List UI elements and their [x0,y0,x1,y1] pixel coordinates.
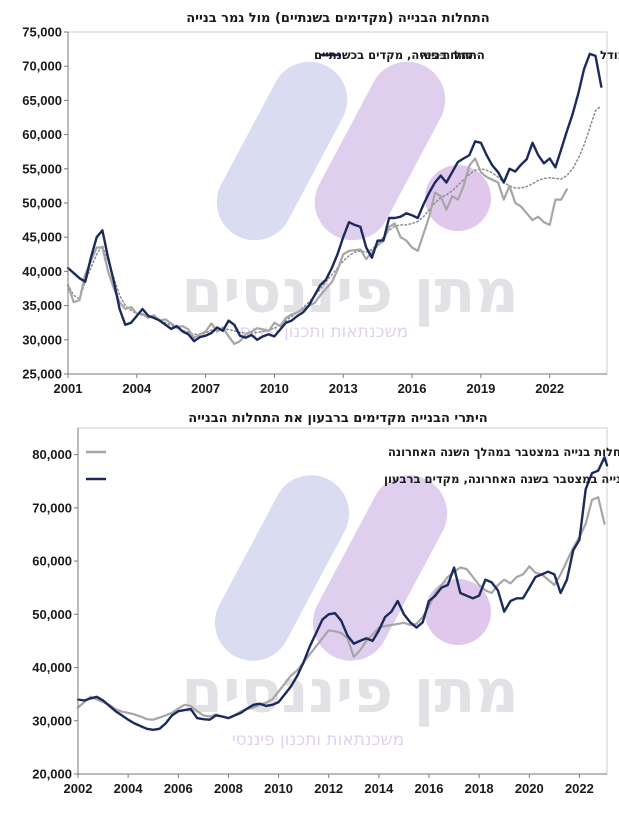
series-line-2 [76,456,609,731]
y-tick-label: 50,000 [22,196,62,211]
chart-1-series [66,52,603,345]
y-tick-label: 40,000 [22,264,62,279]
x-tick-label: 2006 [164,781,193,796]
watermark-tagline-bottom: משכנתאות ותכנון פיננסי [232,730,404,750]
watermark-bottom: מתן פיננסים משכנתאות ותכנון פיננסי [181,475,519,750]
x-tick-label: 2022 [565,781,594,796]
y-tick-label: 40,000 [32,660,72,675]
y-tick-label: 65,000 [22,93,62,108]
x-tick-label: 2016 [398,381,427,396]
watermark-stripe-blue [214,475,350,661]
x-tick-label: 2010 [260,381,289,396]
legend-label-model: גמר בנייה, מודל [600,48,619,62]
x-tick-label: 2016 [415,781,444,796]
y-tick-label: 60,000 [32,554,72,569]
x-tick-label: 2020 [515,781,544,796]
watermark-brand-top: מתן פיננסים [181,257,519,327]
x-tick-label: 2014 [364,781,394,796]
x-tick-label: 2013 [329,381,358,396]
chart-1-axes: 25,000 30,000 35,000 40,000 45,000 50,000 55,0… [22,25,607,396]
legend-label-permits: היתרי בנייה במצטבר בשנה האחרונה, מקדים ב… [384,472,619,486]
x-tick-label: 2004 [114,781,144,796]
watermark-circle [425,579,491,645]
chart-1-legend: התחלות בנייה, מקדים בכשנתיים גמר בנייה ג… [314,48,619,62]
watermark-stripe-purple [314,61,446,241]
x-tick-label: 2001 [54,381,83,396]
x-tick-label: 2019 [466,381,495,396]
chart-2-legend: התחלות בנייה במצטבר במהלך השנה האחרונה ה… [86,445,619,486]
y-tick-label: 35,000 [22,298,62,313]
x-tick-label: 2008 [214,781,243,796]
y-tick-label: 20,000 [32,767,72,782]
legend-label-starts-cumulative: התחלות בנייה במצטבר במהלך השנה האחרונה [388,445,619,459]
y-tick-label: 75,000 [22,25,62,40]
chart-2-title: היתרי הבנייה מקדימים ברבעון את התחלות הב… [188,411,487,426]
x-tick-label: 2010 [264,781,293,796]
y-tick-label: 30,000 [32,713,72,728]
x-tick-label: 2012 [314,781,343,796]
watermark-stripe-blue [216,61,348,241]
y-tick-label: 30,000 [22,332,62,347]
x-tick-label: 2004 [122,381,152,396]
y-tick-label: 55,000 [22,161,62,176]
y-tick-label: 70,000 [32,500,72,515]
watermark-top: מתן פיננסים משכנתאות ותכנון פיננסי [181,61,519,342]
legend-label-starts: התחלות בנייה, מקדים בכשנתיים [314,48,485,62]
y-tick-label: 45,000 [22,230,62,245]
y-tick-label: 50,000 [32,607,72,622]
series-line-1 [76,496,606,721]
y-tick-label: 70,000 [22,59,62,74]
chart-1: התחלות הבנייה (מקדימים בשנתיים) מול גמר … [22,11,619,396]
x-tick-label: 2018 [465,781,494,796]
y-tick-label: 60,000 [22,127,62,142]
x-tick-label: 2007 [191,381,220,396]
x-tick-label: 2002 [64,781,93,796]
series-line-1 [66,52,603,343]
watermark-stripe-purple [312,475,448,661]
y-tick-label: 25,000 [22,367,62,382]
chart-2-series [76,456,609,731]
x-tick-label: 2022 [535,381,564,396]
y-tick-label: 80,000 [32,447,72,462]
chart-1-title: התחלות הבנייה (מקדימים בשנתיים) מול גמר … [186,11,490,26]
chart-2-axes: 20,000 30,000 40,000 50,000 60,000 70,000 80,0… [32,428,607,796]
watermark-tagline-top: משכנתאות ותכנון פיננסי [236,322,408,342]
legend-label-completions: גמר בנייה [420,48,471,62]
chart-2: היתרי הבנייה מקדימים ברבעון את התחלות הב… [32,411,619,796]
